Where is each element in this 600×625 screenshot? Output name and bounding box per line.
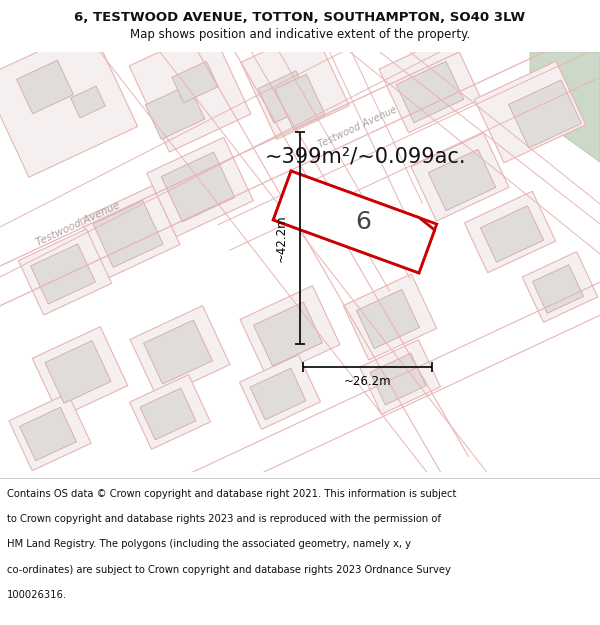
Polygon shape [370,353,426,405]
Text: co-ordinates) are subject to Crown copyright and database rights 2023 Ordnance S: co-ordinates) are subject to Crown copyr… [7,564,451,574]
Polygon shape [130,375,211,449]
Polygon shape [379,36,481,132]
Polygon shape [161,152,235,222]
Polygon shape [93,201,163,268]
Polygon shape [17,60,73,114]
Polygon shape [145,84,205,139]
Polygon shape [273,171,434,273]
Polygon shape [532,264,584,313]
Text: 100026316.: 100026316. [7,590,67,600]
Text: Testwood Avenue: Testwood Avenue [34,200,122,248]
Polygon shape [250,368,306,420]
Polygon shape [32,327,128,418]
Polygon shape [9,393,91,471]
Polygon shape [31,244,95,304]
Polygon shape [143,320,212,384]
Text: Contains OS data © Crown copyright and database right 2021. This information is : Contains OS data © Crown copyright and d… [7,489,457,499]
Polygon shape [475,61,586,162]
Polygon shape [140,388,196,440]
Polygon shape [464,191,556,272]
Text: HM Land Registry. The polygons (including the associated geometry, namely x, y: HM Land Registry. The polygons (includin… [7,539,411,549]
Polygon shape [172,61,218,102]
Polygon shape [240,286,340,378]
Polygon shape [258,71,312,123]
Polygon shape [273,171,437,273]
Polygon shape [359,340,440,414]
Polygon shape [0,27,137,178]
Polygon shape [129,28,251,152]
Polygon shape [396,61,464,122]
Text: ~26.2m: ~26.2m [344,375,391,388]
Polygon shape [146,138,253,237]
Polygon shape [241,29,349,139]
Text: 6, TESTWOOD AVENUE, TOTTON, SOUTHAMPTON, SO40 3LW: 6, TESTWOOD AVENUE, TOTTON, SOUTHAMPTON,… [74,11,526,24]
Polygon shape [71,86,106,118]
Polygon shape [239,355,320,429]
Polygon shape [45,341,111,403]
Polygon shape [20,408,76,461]
Polygon shape [428,149,496,211]
Polygon shape [254,302,322,366]
Polygon shape [19,229,112,315]
Text: 6: 6 [355,210,371,234]
Polygon shape [356,289,419,349]
Text: Testwood Avenue: Testwood Avenue [317,104,399,149]
Text: ~399m²/~0.099ac.: ~399m²/~0.099ac. [265,147,467,167]
Polygon shape [411,133,509,221]
Polygon shape [522,252,598,322]
Polygon shape [130,306,230,398]
Polygon shape [343,274,437,360]
Text: Map shows position and indicative extent of the property.: Map shows position and indicative extent… [130,28,470,41]
Polygon shape [80,186,180,278]
Polygon shape [481,206,544,262]
Polygon shape [509,80,581,148]
Text: ~42.2m: ~42.2m [275,214,288,262]
Polygon shape [275,74,325,130]
Polygon shape [530,52,600,162]
Text: to Crown copyright and database rights 2023 and is reproduced with the permissio: to Crown copyright and database rights 2… [7,514,441,524]
